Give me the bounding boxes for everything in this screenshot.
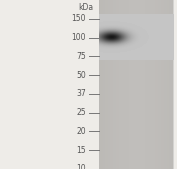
Text: 100: 100 — [71, 33, 86, 42]
Text: 75: 75 — [76, 52, 86, 61]
Text: kDa: kDa — [79, 3, 94, 12]
Text: 50: 50 — [76, 71, 86, 80]
Text: 10: 10 — [76, 164, 86, 169]
Text: 20: 20 — [76, 127, 86, 136]
Text: 25: 25 — [76, 108, 86, 117]
Bar — [99, 0, 173, 169]
Text: 15: 15 — [76, 146, 86, 155]
Text: 150: 150 — [71, 14, 86, 23]
Text: 37: 37 — [76, 89, 86, 98]
